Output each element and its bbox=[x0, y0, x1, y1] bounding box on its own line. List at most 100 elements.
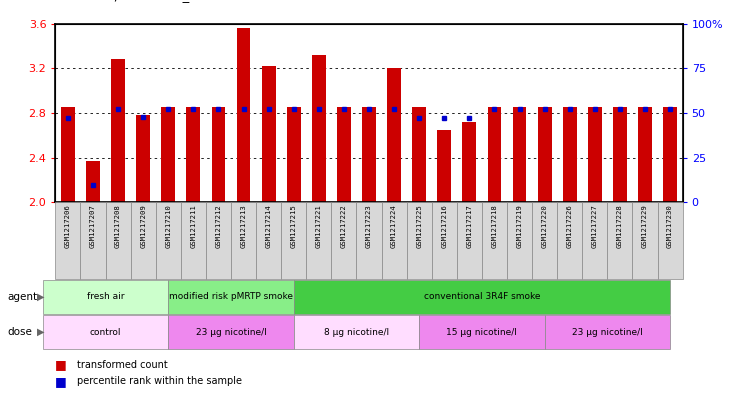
Text: GSM1217228: GSM1217228 bbox=[617, 205, 623, 248]
Text: GSM1217225: GSM1217225 bbox=[416, 205, 422, 248]
Text: conventional 3R4F smoke: conventional 3R4F smoke bbox=[424, 292, 540, 301]
Bar bbox=[43, 315, 168, 349]
Text: 8 μg nicotine/l: 8 μg nicotine/l bbox=[324, 328, 389, 336]
Bar bbox=[156, 202, 181, 279]
Bar bbox=[231, 202, 256, 279]
Text: GSM1217229: GSM1217229 bbox=[642, 205, 648, 248]
Text: GSM1217224: GSM1217224 bbox=[391, 205, 397, 248]
Bar bbox=[413, 107, 426, 202]
Text: ▶: ▶ bbox=[37, 292, 44, 302]
Bar bbox=[382, 202, 407, 279]
Bar bbox=[463, 122, 476, 202]
Text: percentile rank within the sample: percentile rank within the sample bbox=[77, 376, 243, 386]
Bar bbox=[557, 202, 582, 279]
Text: GSM1217221: GSM1217221 bbox=[316, 205, 322, 248]
Text: GSM1217218: GSM1217218 bbox=[492, 205, 497, 248]
Bar bbox=[168, 280, 294, 314]
Text: GSM1217213: GSM1217213 bbox=[241, 205, 246, 248]
Text: 23 μg nicotine/l: 23 μg nicotine/l bbox=[196, 328, 266, 336]
Bar bbox=[457, 202, 482, 279]
Bar bbox=[80, 202, 106, 279]
Bar bbox=[256, 202, 281, 279]
Text: GSM1217207: GSM1217207 bbox=[90, 205, 96, 248]
Bar bbox=[638, 107, 652, 202]
Text: GSM1217220: GSM1217220 bbox=[542, 205, 548, 248]
Bar bbox=[137, 115, 150, 202]
Text: GDS5063 / 1369128_at: GDS5063 / 1369128_at bbox=[48, 0, 203, 2]
Bar bbox=[337, 107, 351, 202]
Bar bbox=[306, 202, 331, 279]
Bar bbox=[356, 202, 382, 279]
Text: dose: dose bbox=[7, 327, 32, 337]
Bar bbox=[106, 202, 131, 279]
Bar bbox=[294, 315, 419, 349]
Bar bbox=[331, 202, 356, 279]
Bar bbox=[362, 107, 376, 202]
Bar bbox=[61, 107, 75, 202]
Text: GSM1217226: GSM1217226 bbox=[567, 205, 573, 248]
Text: GSM1217211: GSM1217211 bbox=[190, 205, 196, 248]
Text: ■: ■ bbox=[55, 358, 67, 371]
Bar bbox=[212, 107, 225, 202]
Text: GSM1217210: GSM1217210 bbox=[165, 205, 171, 248]
Bar bbox=[168, 315, 294, 349]
Text: GSM1217223: GSM1217223 bbox=[366, 205, 372, 248]
Text: GSM1217209: GSM1217209 bbox=[140, 205, 146, 248]
Bar bbox=[43, 280, 168, 314]
Text: control: control bbox=[90, 328, 121, 336]
Bar bbox=[658, 202, 683, 279]
Bar bbox=[663, 107, 677, 202]
Bar bbox=[507, 202, 532, 279]
Bar bbox=[532, 202, 557, 279]
Bar bbox=[438, 130, 451, 202]
Bar bbox=[419, 315, 545, 349]
Bar bbox=[582, 202, 607, 279]
Bar bbox=[563, 107, 576, 202]
Text: GSM1217217: GSM1217217 bbox=[466, 205, 472, 248]
Text: GSM1217227: GSM1217227 bbox=[592, 205, 598, 248]
Text: GSM1217212: GSM1217212 bbox=[215, 205, 221, 248]
Bar bbox=[432, 202, 457, 279]
Bar bbox=[55, 202, 80, 279]
Bar bbox=[488, 107, 501, 202]
Text: GSM1217216: GSM1217216 bbox=[441, 205, 447, 248]
Bar bbox=[294, 280, 670, 314]
Bar bbox=[588, 107, 601, 202]
Bar bbox=[312, 55, 325, 202]
Bar bbox=[206, 202, 231, 279]
Text: GSM1217215: GSM1217215 bbox=[291, 205, 297, 248]
Text: ▶: ▶ bbox=[37, 327, 44, 337]
Text: ■: ■ bbox=[55, 375, 67, 388]
Text: 23 μg nicotine/l: 23 μg nicotine/l bbox=[572, 328, 643, 336]
Text: 15 μg nicotine/l: 15 μg nicotine/l bbox=[446, 328, 517, 336]
Bar bbox=[181, 202, 206, 279]
Bar bbox=[237, 28, 250, 202]
Bar bbox=[482, 202, 507, 279]
Bar bbox=[131, 202, 156, 279]
Bar bbox=[162, 107, 175, 202]
Bar bbox=[86, 161, 100, 202]
Text: modified risk pMRTP smoke: modified risk pMRTP smoke bbox=[169, 292, 293, 301]
Text: fresh air: fresh air bbox=[87, 292, 124, 301]
Bar bbox=[513, 107, 526, 202]
Bar bbox=[538, 107, 551, 202]
Text: transformed count: transformed count bbox=[77, 360, 168, 370]
Bar bbox=[262, 66, 275, 202]
Bar bbox=[407, 202, 432, 279]
Bar bbox=[187, 107, 200, 202]
Bar bbox=[613, 107, 627, 202]
Text: GSM1217208: GSM1217208 bbox=[115, 205, 121, 248]
Text: agent: agent bbox=[7, 292, 38, 302]
Text: GSM1217222: GSM1217222 bbox=[341, 205, 347, 248]
Text: GSM1217206: GSM1217206 bbox=[65, 205, 71, 248]
Bar bbox=[387, 68, 401, 202]
Bar bbox=[545, 315, 670, 349]
Bar bbox=[111, 59, 125, 202]
Bar bbox=[607, 202, 632, 279]
Text: GSM1217214: GSM1217214 bbox=[266, 205, 272, 248]
Text: GSM1217219: GSM1217219 bbox=[517, 205, 523, 248]
Bar bbox=[632, 202, 658, 279]
Text: GSM1217230: GSM1217230 bbox=[667, 205, 673, 248]
Bar bbox=[287, 107, 300, 202]
Bar bbox=[281, 202, 306, 279]
